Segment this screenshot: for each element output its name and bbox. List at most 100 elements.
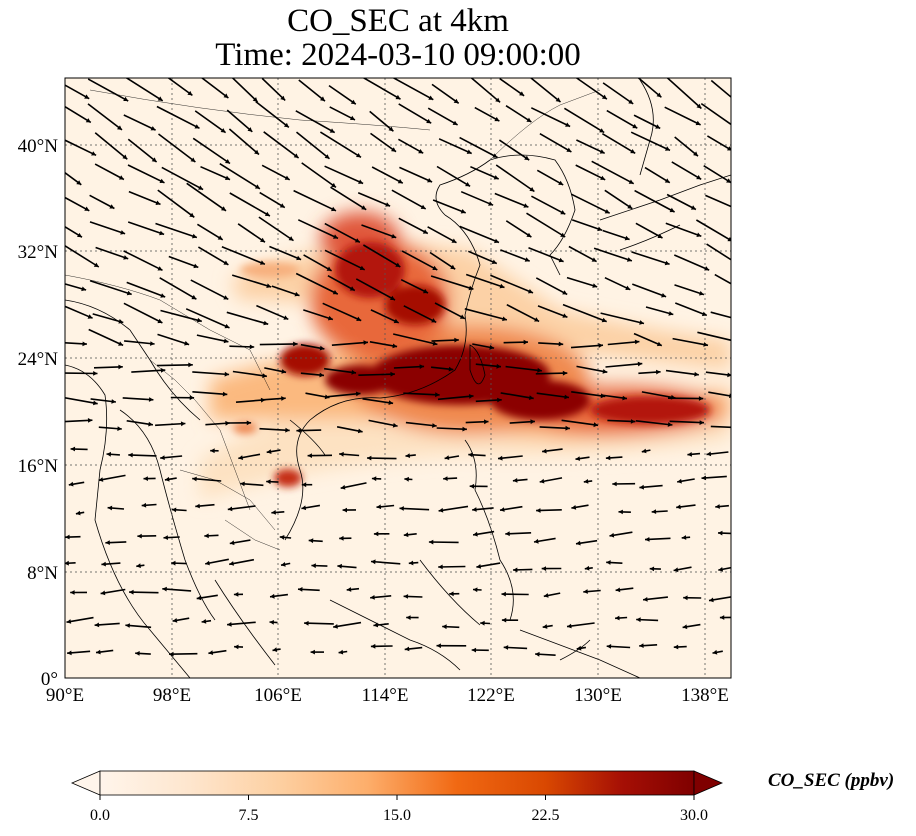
wind-vector-shaft	[403, 392, 440, 396]
wind-vector-shaft	[355, 278, 396, 301]
wind-vector-shaft	[708, 596, 731, 602]
wind-vector-shaft	[634, 189, 675, 213]
wind-vector-shaft	[500, 249, 530, 262]
wind-vector-head	[443, 476, 448, 481]
wind-vector-head	[260, 237, 265, 243]
wind-vector-shaft	[229, 192, 271, 217]
wind-vector-shaft	[401, 250, 438, 271]
wind-vector-shaft	[635, 222, 663, 239]
wind-vector-shaft	[536, 169, 564, 186]
wind-vector-shaft	[535, 277, 568, 296]
wind-vector-head	[373, 622, 379, 628]
wind-vector-shaft	[530, 107, 571, 128]
wind-vector-shaft	[633, 332, 663, 347]
wind-vector-shaft	[358, 373, 395, 376]
wind-vector-head	[436, 643, 441, 649]
wind-vector-head	[399, 506, 404, 511]
wind-vector-head	[542, 448, 547, 454]
wind-vector-head	[699, 420, 704, 425]
wind-vector-shaft	[438, 138, 473, 155]
wind-vector-head	[159, 230, 165, 236]
wind-vector-head	[655, 124, 661, 129]
wind-vector-head	[81, 286, 87, 292]
wind-vector-shaft	[490, 274, 534, 294]
wind-vector-shaft	[319, 131, 362, 158]
wind-vector-shaft	[261, 164, 291, 181]
wind-vector-head	[351, 369, 356, 375]
wind-vector-head	[293, 153, 299, 158]
wind-vector-shaft	[499, 78, 525, 97]
wind-vector-shaft	[427, 226, 457, 244]
lon-tick-label: 138°E	[681, 685, 729, 706]
wind-vector-head	[591, 257, 597, 262]
lon-tick-label: 122°E	[467, 685, 515, 706]
wind-vector-shaft	[157, 189, 195, 218]
wind-vector-head	[495, 97, 501, 103]
wind-vector-head	[468, 452, 473, 458]
wind-vector-head	[639, 320, 644, 325]
wind-vector-head	[428, 539, 434, 545]
wind-vector-head	[571, 505, 577, 510]
wind-vector-head	[564, 394, 569, 400]
wind-vector-head	[403, 532, 409, 538]
wind-vector-shaft	[221, 245, 266, 266]
wind-vector-shaft	[196, 223, 224, 241]
wind-vector-shaft	[269, 245, 302, 261]
wind-vector-shaft	[641, 391, 676, 399]
wind-vector-shaft	[186, 182, 227, 212]
wind-vector-head	[361, 205, 367, 210]
wind-vector-head	[704, 266, 710, 271]
wind-vector-shaft	[568, 245, 597, 263]
wind-vector-head	[65, 534, 70, 540]
wind-vector-head	[122, 154, 128, 160]
wind-vector-head	[523, 203, 529, 208]
wind-vector-shaft	[87, 78, 129, 102]
wind-vector-head	[615, 615, 620, 621]
wind-vector-head	[363, 340, 368, 345]
wind-vector-shaft	[157, 333, 190, 346]
colorbar-max-extend	[693, 770, 724, 796]
wind-vector-head	[192, 233, 197, 239]
wind-vector-head	[189, 212, 195, 218]
wind-vector-shaft	[539, 133, 572, 153]
wind-vector-head	[301, 505, 307, 511]
wind-vector-head	[676, 504, 681, 510]
wind-vector-shaft	[123, 302, 163, 324]
wind-vector-shaft	[298, 79, 326, 102]
wind-vector-head	[448, 366, 454, 372]
wind-vector-head	[324, 154, 330, 159]
wind-vector-shaft	[295, 110, 336, 134]
wind-vector-head	[405, 453, 411, 458]
wind-vector-shaft	[399, 166, 433, 183]
wind-vector-head	[189, 395, 195, 401]
wind-vector-shaft	[192, 371, 230, 376]
wind-vector-head	[391, 147, 396, 152]
wind-vector-head	[262, 373, 267, 379]
wind-vector-head	[567, 623, 572, 629]
wind-vector-head	[327, 315, 333, 321]
wind-vector-shaft	[460, 190, 494, 206]
colorbar-tick-label: 30.0	[680, 807, 708, 824]
wind-vector-shaft	[370, 309, 400, 324]
wind-vector-head	[307, 453, 312, 458]
wind-vector-head	[135, 651, 140, 656]
wind-vector-head	[534, 538, 539, 544]
wind-vector-head	[349, 286, 355, 291]
wind-vector-shaft	[196, 334, 229, 343]
wind-vector-head	[696, 103, 702, 109]
wind-vector-head	[562, 370, 568, 376]
wind-vector-head	[634, 339, 640, 345]
wind-vector-head	[630, 419, 636, 424]
wind-vector-head	[223, 338, 229, 344]
wind-vector-head	[600, 175, 606, 180]
wind-vector-head	[460, 209, 466, 214]
wind-vector-shaft	[94, 132, 128, 160]
wind-vector-head	[519, 91, 525, 96]
wind-vector-shaft	[357, 192, 391, 207]
wind-vector-shaft	[432, 199, 466, 214]
wind-vector-head	[217, 235, 223, 240]
wind-vector-head	[560, 232, 566, 237]
wind-vector-shaft	[710, 425, 731, 429]
wind-vector-head	[615, 587, 621, 593]
wind-vector-shaft	[531, 195, 566, 215]
